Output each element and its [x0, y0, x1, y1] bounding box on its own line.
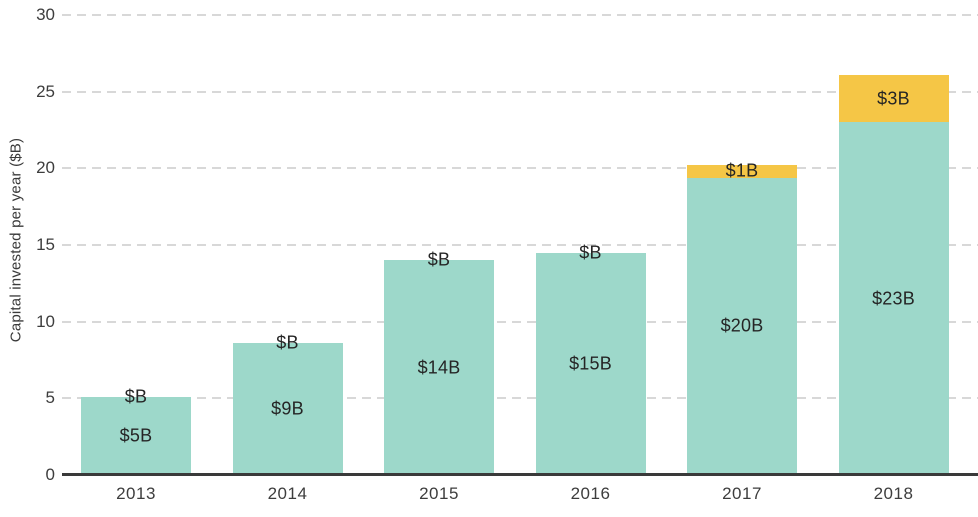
x-axis-line	[62, 473, 978, 476]
bar-value-label-teal: $5B	[119, 425, 153, 446]
x-tick-label: 2015	[419, 484, 459, 503]
bar-value-label-teal: $9B	[271, 398, 304, 419]
bar-value-label-teal: $20B	[720, 315, 764, 336]
y-tick-label: 20	[36, 158, 55, 178]
x-tick-label: 2013	[116, 484, 156, 503]
y-tick-label: 30	[36, 5, 55, 24]
y-tick-label: 15	[36, 235, 55, 254]
bar-value-label-yellow: $B	[276, 332, 299, 353]
y-tick-label: 25	[36, 81, 55, 101]
gridline	[62, 320, 978, 323]
bar-segment-yellow	[687, 165, 797, 178]
bar-value-label-yellow: $1B	[725, 160, 759, 181]
x-tick-label: 2017	[722, 484, 762, 503]
bar-value-label-yellow: $B	[579, 242, 602, 263]
y-tick-label: 5	[45, 388, 55, 408]
bar-value-label-yellow: $B	[124, 386, 148, 407]
x-tick-label: 2016	[570, 484, 611, 503]
y-tick-label: 0	[45, 465, 55, 484]
gridline	[62, 90, 978, 93]
gridline	[62, 14, 978, 16]
bar-segment-teal	[535, 252, 646, 475]
bar-segment-teal	[232, 343, 343, 475]
bar-segment-teal	[838, 122, 949, 475]
bar-segment-teal	[81, 396, 191, 475]
bar-value-label-teal: $14B	[417, 357, 461, 378]
bar-value-label-teal: $23B	[872, 288, 915, 309]
bar-value-label-yellow: $3B	[877, 88, 910, 109]
gridline	[62, 167, 978, 170]
gridline	[62, 244, 978, 246]
bar-segment-yellow	[838, 74, 949, 123]
gridline	[62, 397, 978, 400]
bar-segment-teal	[384, 260, 494, 475]
bar-value-label-teal: $15B	[569, 353, 612, 374]
y-tick-label: 10	[36, 311, 55, 331]
x-tick-label: 2014	[267, 484, 308, 503]
x-tick-label: 2018	[873, 484, 914, 503]
bar-segment-teal	[687, 177, 797, 475]
bar-value-label-yellow: $B	[427, 249, 451, 270]
